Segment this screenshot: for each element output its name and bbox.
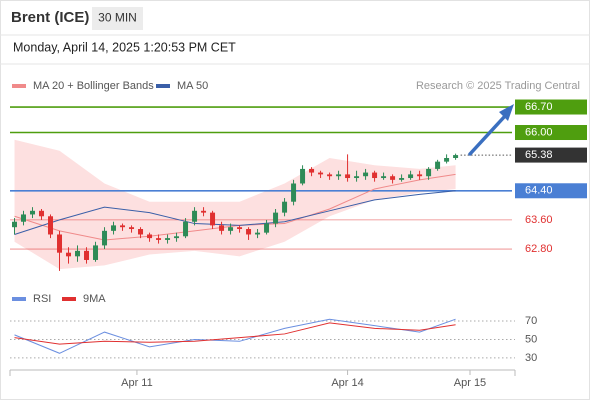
y-tick-label: 50 bbox=[525, 333, 537, 345]
candle-body bbox=[129, 227, 135, 230]
series-line bbox=[14, 318, 456, 354]
candle-body bbox=[273, 212, 279, 224]
bollinger-band bbox=[14, 139, 456, 270]
instrument-title: Brent (ICE) bbox=[11, 9, 89, 26]
candle-body bbox=[48, 216, 54, 235]
candle-body bbox=[255, 232, 261, 235]
arrow-head bbox=[499, 104, 514, 121]
level-label: 66.00 bbox=[525, 126, 553, 138]
candle-body bbox=[66, 252, 72, 257]
candle-body bbox=[201, 210, 207, 213]
level-box bbox=[515, 183, 587, 199]
candle-body bbox=[12, 221, 18, 228]
candle-body bbox=[390, 176, 396, 180]
candle-body bbox=[138, 229, 144, 235]
candle-body bbox=[102, 230, 108, 246]
candle-body bbox=[111, 225, 117, 231]
candle-body bbox=[453, 155, 459, 159]
candle-body bbox=[381, 176, 387, 179]
legend-label: MA 50 bbox=[177, 80, 208, 92]
x-tick-label: Apr 15 bbox=[454, 377, 486, 389]
level-box bbox=[515, 125, 587, 141]
candle-body bbox=[39, 210, 45, 217]
series-line bbox=[14, 322, 456, 345]
timeframe-box bbox=[92, 7, 143, 30]
level-box bbox=[515, 99, 587, 115]
candle-body bbox=[246, 229, 252, 235]
source-note: Research © 2025 Trading Central bbox=[416, 80, 580, 92]
level-label: 63.60 bbox=[525, 214, 553, 226]
candle-body bbox=[345, 174, 351, 179]
legend-swatch bbox=[12, 297, 26, 301]
legend-swatch bbox=[62, 297, 76, 301]
candle-body bbox=[363, 172, 369, 177]
x-tick-label: Apr 14 bbox=[331, 377, 363, 389]
candle-body bbox=[435, 161, 441, 169]
candle-body bbox=[372, 172, 378, 179]
candle-body bbox=[192, 210, 198, 222]
candle-body bbox=[291, 183, 297, 202]
candle-body bbox=[156, 238, 162, 240]
candle-body bbox=[309, 168, 315, 173]
candle-body bbox=[336, 174, 342, 177]
candle-body bbox=[147, 234, 153, 239]
legend-swatch bbox=[12, 84, 26, 88]
candle-body bbox=[318, 172, 324, 175]
legend-label: MA 20 + Bollinger Bands bbox=[33, 80, 154, 92]
target-arrow bbox=[468, 104, 514, 156]
x-tick-label: Apr 11 bbox=[121, 377, 153, 389]
candle-body bbox=[183, 221, 189, 237]
candle-body bbox=[354, 176, 360, 179]
y-tick-label: 30 bbox=[525, 352, 537, 364]
y-tick-label: 70 bbox=[525, 315, 537, 327]
candle-body bbox=[282, 201, 288, 213]
candle-body bbox=[327, 174, 333, 177]
candle-body bbox=[228, 227, 234, 231]
candle-body bbox=[300, 168, 306, 184]
candle-body bbox=[165, 238, 171, 240]
legend-swatch bbox=[156, 84, 170, 88]
level-label: 64.40 bbox=[525, 185, 553, 197]
legend-label: RSI bbox=[33, 293, 51, 305]
candle-body bbox=[120, 225, 126, 228]
candle-body bbox=[75, 250, 81, 257]
level-label: 62.80 bbox=[525, 243, 553, 255]
datetime: Monday, April 14, 2025 1:20:53 PM CET bbox=[13, 40, 236, 54]
candle-body bbox=[30, 210, 36, 215]
candle-body bbox=[210, 212, 216, 226]
series-line bbox=[14, 190, 456, 235]
level-box bbox=[515, 147, 587, 163]
candle-body bbox=[264, 223, 270, 233]
candle-body bbox=[219, 225, 225, 231]
candle-body bbox=[237, 227, 243, 230]
legend-label: 9MA bbox=[83, 293, 106, 305]
candle-body bbox=[444, 158, 450, 162]
level-label: 65.38 bbox=[525, 149, 553, 161]
candle-body bbox=[21, 214, 27, 222]
candle-body bbox=[93, 245, 99, 260]
arrow-shaft bbox=[468, 114, 507, 156]
candle-body bbox=[408, 174, 414, 179]
candle-body bbox=[417, 174, 423, 177]
candle-body bbox=[174, 236, 180, 239]
candle-body bbox=[57, 234, 63, 253]
level-label: 66.70 bbox=[525, 101, 553, 113]
candle-body bbox=[399, 178, 405, 180]
candle-body bbox=[426, 168, 432, 177]
timeframe: 30 MIN bbox=[98, 11, 137, 25]
candle-body bbox=[84, 250, 90, 260]
